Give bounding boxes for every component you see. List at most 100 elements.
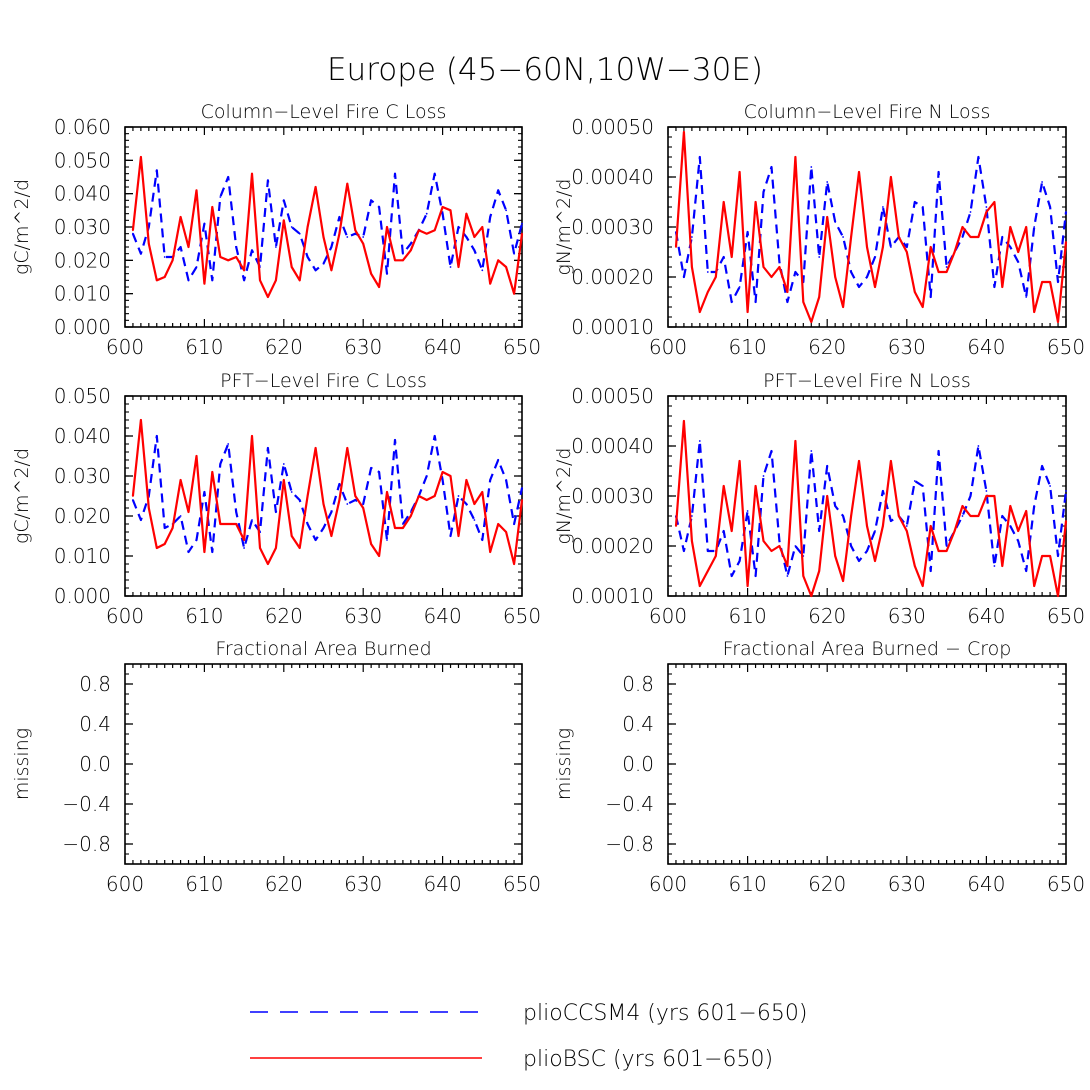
data-point-bsc (298, 279, 301, 282)
data-point-ccsm4 (778, 261, 781, 263)
y-tick-label: 0.00040 (571, 434, 654, 458)
data-point-ccsm4 (140, 519, 142, 521)
data-point-ccsm4 (203, 222, 206, 225)
data-point-ccsm4 (890, 520, 892, 522)
data-point-ccsm4 (505, 479, 507, 481)
data-point-ccsm4 (762, 475, 765, 477)
data-point-ccsm4 (290, 226, 293, 228)
data-point-ccsm4 (1057, 281, 1059, 283)
x-tick-label: 650 (1047, 335, 1085, 359)
data-point-bsc (227, 259, 230, 262)
data-point-bsc (1009, 226, 1012, 228)
x-tick-label: 650 (503, 872, 541, 896)
x-tick-label: 620 (808, 872, 846, 896)
data-point-bsc (834, 276, 837, 278)
data-point-ccsm4 (457, 226, 460, 228)
data-point-ccsm4 (163, 256, 166, 258)
data-point-bsc (810, 321, 813, 323)
data-point-bsc (905, 530, 908, 532)
data-point-ccsm4 (505, 209, 507, 212)
data-point-bsc (338, 232, 341, 235)
data-point-ccsm4 (227, 443, 230, 445)
data-point-bsc (386, 491, 388, 493)
x-tick-label: 610 (185, 335, 223, 359)
data-point-bsc (1041, 281, 1043, 283)
data-point-bsc (1057, 321, 1059, 323)
data-point-bsc (866, 246, 868, 248)
data-point-ccsm4 (937, 171, 940, 173)
x-tick-label: 630 (344, 335, 382, 359)
y-tick-label: 0.4 (79, 712, 111, 736)
data-point-bsc (322, 236, 325, 238)
data-point-ccsm4 (441, 479, 444, 481)
data-point-bsc (866, 525, 868, 527)
data-point-ccsm4 (282, 463, 285, 465)
data-point-bsc (746, 585, 749, 587)
x-tick-label: 600 (106, 604, 144, 628)
data-point-ccsm4 (1001, 236, 1004, 238)
data-point-ccsm4 (969, 495, 972, 497)
data-point-bsc (243, 269, 246, 272)
x-tick-label: 610 (185, 604, 223, 628)
data-point-ccsm4 (330, 246, 333, 248)
y-axis-label: gC/m^2/d (11, 448, 33, 544)
x-tick-label: 620 (265, 604, 303, 628)
subplot-title: Fractional Area Burned (215, 638, 431, 660)
data-point-ccsm4 (465, 503, 468, 505)
data-point-ccsm4 (394, 172, 396, 175)
data-point-ccsm4 (977, 445, 980, 447)
data-point-ccsm4 (282, 199, 285, 202)
data-point-ccsm4 (179, 515, 182, 517)
data-point-bsc (762, 540, 765, 542)
figure-title: Europe (45−60N,10W−30E) (327, 52, 763, 88)
data-point-ccsm4 (187, 551, 190, 553)
data-point-ccsm4 (346, 236, 349, 238)
data-point-ccsm4 (706, 271, 709, 273)
data-point-bsc (834, 555, 837, 557)
data-point-bsc (163, 276, 166, 278)
data-point-bsc (441, 471, 444, 473)
data-point-ccsm4 (497, 459, 500, 461)
data-point-bsc (449, 475, 452, 477)
data-point-bsc (314, 447, 317, 449)
data-point-bsc (473, 236, 476, 238)
data-point-bsc (913, 291, 916, 293)
data-point-bsc (874, 560, 876, 562)
data-point-ccsm4 (754, 301, 757, 303)
y-tick-label: 0.00030 (571, 484, 654, 508)
data-point-ccsm4 (762, 191, 765, 193)
panel-3: 600 610 620 630 640 650 0.000 0.010 0.020 0.030 0.… (11, 370, 541, 628)
data-point-ccsm4 (683, 550, 685, 552)
y-tick-label: 0.00030 (571, 215, 654, 239)
data-point-bsc (961, 505, 964, 507)
data-point-ccsm4 (481, 269, 484, 272)
data-point-ccsm4 (882, 490, 884, 492)
data-point-bsc (738, 460, 741, 462)
data-point-ccsm4 (203, 491, 206, 493)
x-tick-label: 630 (344, 872, 382, 896)
data-point-ccsm4 (457, 495, 460, 497)
data-point-bsc (882, 246, 884, 248)
data-point-ccsm4 (890, 246, 892, 248)
data-point-ccsm4 (810, 450, 813, 452)
data-point-bsc (1025, 226, 1028, 228)
data-point-bsc (378, 555, 380, 557)
x-tick-label: 610 (185, 872, 223, 896)
data-point-ccsm4 (1033, 226, 1036, 228)
data-point-bsc (698, 311, 701, 313)
data-point-ccsm4 (267, 447, 269, 449)
data-point-bsc (977, 236, 980, 238)
series-line-bsc (131, 155, 524, 299)
series-line-ccsm4 (674, 155, 1068, 304)
series-line-ccsm4 (674, 439, 1068, 578)
data-point-ccsm4 (290, 491, 293, 493)
data-point-ccsm4 (338, 483, 341, 485)
data-point-ccsm4 (738, 560, 741, 562)
data-point-bsc (219, 256, 222, 258)
data-point-bsc (402, 259, 404, 262)
data-point-bsc (171, 527, 174, 529)
data-point-ccsm4 (179, 246, 182, 248)
data-point-bsc (985, 211, 988, 213)
data-point-bsc (826, 216, 829, 218)
data-point-bsc (714, 276, 717, 278)
